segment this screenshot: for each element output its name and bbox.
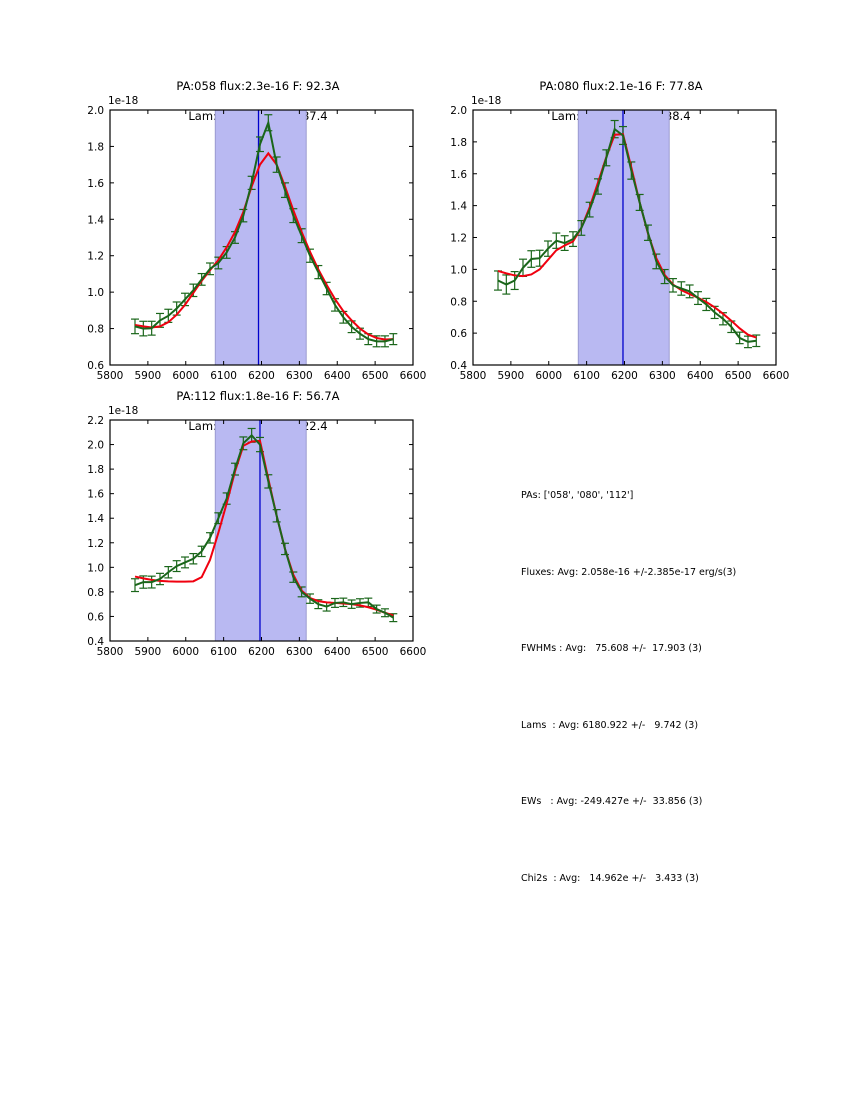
x-tick-label: 5900	[135, 370, 162, 382]
y-tick-label: 0.4	[87, 636, 104, 648]
x-tick-label: 6600	[400, 646, 427, 658]
summary-line-fwhms: FWHMs : Avg: 75.608 +/- 17.903 (3)	[521, 643, 702, 654]
y-tick-label: 2.2	[87, 415, 104, 427]
y-tick-label: 2.0	[450, 105, 467, 117]
y-tick-label: 0.6	[87, 611, 104, 623]
x-tick-label: 5800	[97, 646, 124, 658]
panel-title-line1: PA:112 flux:1.8e-16 F: 56.7A	[176, 389, 340, 403]
panel-title-line1: PA:058 flux:2.3e-16 F: 92.3A	[176, 79, 340, 93]
x-tick-label: 6500	[362, 370, 389, 382]
x-tick-label: 5800	[97, 370, 124, 382]
wavelength-span-region	[214, 419, 307, 642]
fit-curve	[134, 151, 394, 341]
x-tick-label: 6200	[611, 370, 638, 382]
y-tick-label: 1.2	[450, 233, 467, 245]
x-tick-label: 6100	[210, 646, 237, 658]
x-tick-label: 6000	[172, 646, 199, 658]
summary-statistics-block: PAs: ['058', '080', '112'] Fluxes: Avg: …	[521, 432, 831, 942]
tick-labels: 0.4 0.6 0.8 1.0 1.2 1.4 1.6 1.8 2.0 2.2 5800 5900 60…	[87, 415, 426, 658]
x-tick-label: 6600	[400, 370, 427, 382]
summary-line-chi2s: Chi2s : Avg: 14.962e +/- 3.433 (3)	[521, 872, 699, 884]
summary-line-ews: EWs : Avg: -249.427e +/- 33.856 (3)	[521, 796, 703, 807]
x-tick-label: 6100	[210, 370, 237, 382]
x-tick-label: 6000	[535, 370, 562, 382]
y-tick-label: 1.0	[87, 287, 104, 299]
y-tick-label: 2.0	[87, 105, 104, 117]
y-tick-label: 1.2	[87, 251, 104, 263]
x-tick-label: 6400	[687, 370, 714, 382]
summary-line-fluxes: Fluxes: Avg: 2.058e-16 +/-2.385e-17 erg/…	[521, 566, 737, 578]
y-tick-label: 1.6	[87, 489, 104, 501]
axes-frame	[472, 109, 777, 366]
y-tick-label: 0.8	[87, 587, 104, 599]
x-tick-label: 5900	[498, 370, 525, 382]
y-tick-label: 1.8	[87, 141, 104, 153]
y-tick-label: 0.4	[450, 360, 467, 372]
x-tick-label: 6000	[172, 370, 199, 382]
plot-panel-pa058: PA:058 flux:2.3e-16 F: 92.3A Lam:6192.1A…	[62, 64, 432, 382]
y-offset-label-pa112: 1e-18	[108, 405, 139, 417]
x-tick-label: 6100	[573, 370, 600, 382]
wavelength-span-region	[214, 109, 307, 366]
x-tick-label: 6400	[324, 370, 351, 382]
y-tick-label: 1.4	[87, 214, 104, 226]
y-tick-label: 1.6	[87, 178, 104, 190]
data-curve	[134, 119, 394, 343]
y-tick-label: 0.8	[450, 296, 467, 308]
y-tick-label: 1.0	[87, 562, 104, 574]
y-tick-label: 1.2	[87, 538, 104, 550]
y-tick-label: 2.0	[87, 440, 104, 452]
y-tick-label: 1.4	[87, 513, 104, 525]
x-tick-label: 6200	[248, 370, 275, 382]
summary-line-lams: Lams : Avg: 6180.922 +/- 9.742 (3)	[521, 719, 699, 731]
panel-title-line1: PA:080 flux:2.1e-16 F: 77.8A	[539, 79, 703, 93]
axes-pa058: 0.6 0.8 1.0 1.2 1.4 1.6 1.8 2.0 5800 5900 6000 6100…	[87, 105, 426, 382]
y-tick-label: 0.8	[87, 324, 104, 336]
y-tick-label: 0.6	[450, 328, 467, 340]
axes-pa112: 0.4 0.6 0.8 1.0 1.2 1.4 1.6 1.8 2.0 2.2 5800 5900 60…	[87, 415, 426, 658]
y-tick-label: 0.6	[87, 360, 104, 372]
data-curve	[134, 433, 394, 619]
x-tick-label: 6600	[763, 370, 790, 382]
plot-panel-pa112: PA:112 flux:1.8e-16 F: 56.7A Lam:6174.3A…	[62, 374, 432, 689]
tick-labels: 0.4 0.6 0.8 1.0 1.2 1.4 1.6 1.8 2.0 5800 5900 6000 6…	[450, 105, 789, 382]
y-tick-label: 1.6	[450, 169, 467, 181]
axes-frame	[109, 419, 414, 642]
x-tick-label: 6300	[286, 370, 313, 382]
x-tick-label: 6200	[248, 646, 275, 658]
x-tick-label: 6300	[649, 370, 676, 382]
x-tick-label: 5800	[460, 370, 487, 382]
y-offset-label-pa058: 1e-18	[108, 95, 139, 107]
x-tick-label: 5900	[135, 646, 162, 658]
plot-panel-pa080: PA:080 flux:2.1e-16 F: 77.8A Lam:6176.4A…	[425, 64, 795, 382]
x-tick-label: 6400	[324, 646, 351, 658]
y-tick-label: 1.8	[87, 464, 104, 476]
summary-line-pas: PAs: ['058', '080', '112']	[521, 490, 634, 501]
x-tick-label: 6300	[286, 646, 313, 658]
axes-pa080: 0.4 0.6 0.8 1.0 1.2 1.4 1.6 1.8 2.0 5800 5900 6000 6…	[450, 105, 789, 382]
x-tick-label: 6500	[725, 370, 752, 382]
data-curve	[497, 127, 757, 343]
x-tick-label: 6500	[362, 646, 389, 658]
tick-labels: 0.6 0.8 1.0 1.2 1.4 1.6 1.8 2.0 5800 5900 6000 6100…	[87, 105, 426, 382]
axes-frame	[109, 109, 414, 366]
y-tick-label: 1.4	[450, 201, 467, 213]
y-offset-label-pa080: 1e-18	[471, 95, 502, 107]
y-tick-label: 1.8	[450, 137, 467, 149]
wavelength-span-region	[577, 109, 670, 366]
y-tick-label: 1.0	[450, 264, 467, 276]
